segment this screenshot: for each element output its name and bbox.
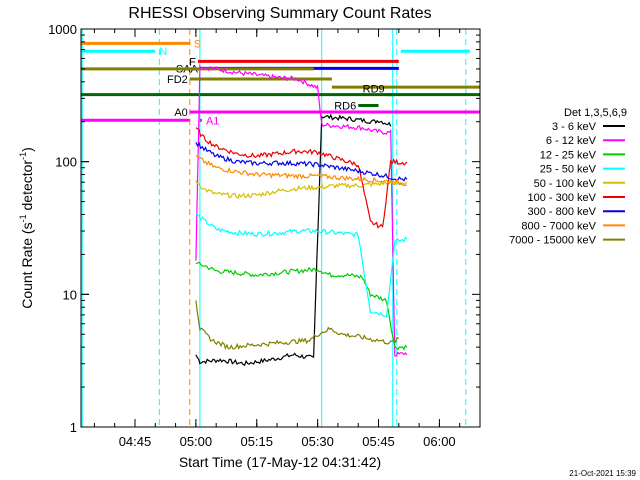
x-tick-label: 05:30 — [301, 434, 334, 449]
series-line-0 — [195, 113, 392, 367]
y-tick-label: 1000 — [48, 22, 77, 37]
legend: Det 1,3,5,6,9 3 - 6 keV 6 - 12 keV 12 - 25… — [509, 107, 627, 247]
legend-label: 12 - 25 keV — [540, 149, 597, 161]
x-tick-label: 06:00 — [423, 434, 456, 449]
legend-label: 7000 - 15000 keV — [509, 235, 597, 247]
flag-label-rd6: RD6 — [334, 101, 356, 113]
x-tick-label: 05:00 — [180, 434, 213, 449]
series-line-4 — [195, 179, 408, 199]
legend-header: Det 1,3,5,6,9 — [564, 107, 627, 119]
legend-label: 800 - 7000 keV — [521, 220, 596, 232]
y-tick-label: 10 — [63, 287, 77, 302]
y-tick-label: 100 — [55, 155, 77, 170]
legend-label: 300 - 800 keV — [528, 206, 597, 218]
x-tick-label: 05:45 — [362, 434, 395, 449]
flag-label-a1: A1 — [206, 115, 219, 127]
y-axis: 1 10 100 1000 — [48, 22, 480, 435]
legend-label: 25 - 50 keV — [540, 164, 597, 176]
footer-date: 21-Oct-2021 15:39 — [569, 469, 636, 478]
x-axis: 04:45 05:00 05:15 05:30 05:45 06:00 — [93, 29, 481, 449]
x-tick-label: 04:45 — [119, 434, 152, 449]
series-line-8 — [195, 300, 400, 351]
legend-label: 6 - 12 keV — [546, 135, 597, 147]
series-line-1 — [195, 63, 408, 357]
series-line-6 — [195, 141, 408, 182]
series-line-2 — [195, 261, 408, 351]
flag-label-f: F — [189, 56, 196, 68]
plot-area: SNFSAAFD2RD6RD9A0A1 — [81, 29, 480, 427]
flag-label-rd9: RD9 — [363, 84, 385, 96]
flag-label-s: S — [194, 38, 201, 50]
flag-label-fd2: FD2 — [167, 74, 188, 86]
legend-label: 50 - 100 keV — [534, 178, 597, 190]
chart-title: RHESSI Observing Summary Count Rates — [128, 5, 431, 22]
y-tick-label: 1 — [70, 420, 77, 435]
series-line-7 — [195, 155, 408, 187]
x-axis-label: Start Time (17-May-12 04:31:42) — [179, 454, 381, 470]
legend-label: 100 - 300 keV — [528, 192, 597, 204]
series-line-5 — [195, 127, 408, 229]
plot-frame — [80, 28, 481, 428]
legend-label: 3 - 6 keV — [552, 121, 597, 133]
x-tick-label: 05:15 — [240, 434, 273, 449]
series-line-3 — [195, 213, 408, 318]
flag-label-n: N — [159, 46, 167, 58]
y-axis-label: Count Rate (s-1 detector-1) — [18, 147, 35, 309]
flag-label-a0: A0 — [174, 107, 187, 119]
